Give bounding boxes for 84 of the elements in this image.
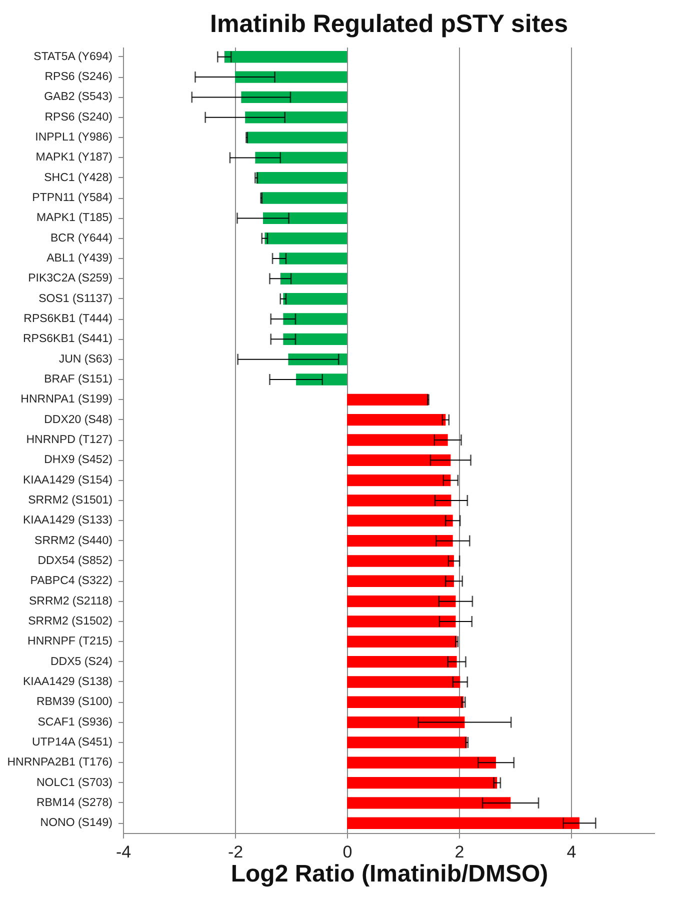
bar — [347, 696, 464, 708]
bar — [288, 353, 347, 366]
y-tick-label: MAPK1 (T185) — [36, 212, 113, 224]
bar — [347, 474, 451, 486]
x-tick-label: -2 — [228, 842, 244, 862]
y-tick-label: STAT5A (Y694) — [34, 50, 113, 63]
bar — [241, 91, 347, 104]
chart-title: Imatinib Regulated pSTY sites — [210, 10, 568, 38]
y-tick-label: SRRM2 (S1502) — [28, 615, 113, 628]
bar — [347, 736, 467, 748]
y-tick-label: JUN (S63) — [58, 353, 113, 366]
y-tick-label: SRRM2 (S1501) — [28, 494, 113, 506]
y-tick-label: NOLC1 (S703) — [36, 776, 113, 789]
bar — [347, 756, 496, 768]
bar — [296, 374, 347, 386]
y-tick-label: MAPK1 (Y187) — [36, 152, 113, 164]
y-tick-label: DDX5 (S24) — [50, 656, 113, 668]
y-tick-label: BCR (Y644) — [50, 232, 113, 244]
y-tick-label: BRAF (S151) — [44, 374, 113, 386]
bar — [347, 494, 452, 506]
bar — [279, 252, 347, 264]
y-tick-label: PIK3C2A (S259) — [28, 272, 113, 285]
y-tick-label: GAB2 (S543) — [44, 91, 113, 104]
bar — [264, 232, 347, 244]
bar — [263, 212, 347, 224]
bar — [347, 414, 446, 426]
y-tick-label: RBM14 (S278) — [36, 796, 113, 809]
bar — [347, 434, 448, 446]
y-tick-label: HNRNPA2B1 (T176) — [7, 756, 113, 769]
bar — [255, 152, 347, 164]
bar — [347, 797, 511, 809]
bar — [347, 514, 453, 527]
y-tick-label: ABL1 (Y439) — [46, 252, 113, 265]
y-tick-label: PABPC4 (S322) — [30, 575, 113, 588]
y-tick-label: HNRNPF (T215) — [28, 636, 113, 648]
y-tick-label: HNRNPA1 (S199) — [20, 394, 113, 406]
bar — [347, 595, 456, 608]
bar — [347, 817, 580, 829]
bar — [245, 112, 347, 124]
y-tick-label: KIAA1429 (S133) — [22, 514, 113, 527]
bar — [347, 534, 453, 547]
x-tick-label: 0 — [342, 842, 352, 862]
y-tick-label: DDX54 (S852) — [38, 554, 113, 567]
y-tick-label: INPPL1 (Y986) — [35, 132, 113, 144]
y-tick-label: DDX20 (S48) — [44, 414, 113, 426]
bar — [283, 293, 347, 305]
bar — [261, 192, 347, 204]
bar — [347, 575, 454, 587]
y-tick-label: RPS6 (S240) — [44, 111, 113, 124]
bar — [283, 333, 347, 346]
y-tick-label: SRRM2 (S440) — [34, 534, 113, 547]
x-axis-title: Log2 Ratio (Imatinib/DMSO) — [230, 860, 548, 888]
y-tick-label: KIAA1429 (S138) — [22, 676, 113, 688]
bar — [347, 555, 454, 567]
y-tick-label: PTPN11 (Y584) — [32, 192, 113, 204]
bar — [347, 716, 465, 728]
bar — [347, 454, 451, 466]
bar — [347, 776, 498, 789]
bar — [246, 132, 347, 144]
bar — [280, 272, 347, 285]
y-tick-label: SOS1 (S1137) — [38, 292, 113, 305]
y-tick-label: SHC1 (Y428) — [44, 172, 113, 184]
bar — [256, 172, 347, 184]
bar — [224, 51, 347, 63]
y-tick-label: KIAA1429 (S154) — [22, 474, 113, 486]
x-tick-label: 2 — [454, 842, 464, 862]
bar — [235, 71, 347, 83]
x-tick-label: -4 — [116, 842, 132, 862]
y-tick-label: RPS6KB1 (S441) — [23, 333, 113, 346]
bar — [347, 656, 457, 668]
bar — [347, 394, 428, 406]
y-tick-label: HNRNPD (T127) — [26, 434, 113, 446]
y-tick-label: UTP14A (S451) — [32, 736, 113, 748]
y-tick-label: DHX9 (S452) — [44, 454, 113, 466]
y-tick-label: RPS6KB1 (T444) — [24, 313, 113, 326]
y-tick-label: SRRM2 (S2118) — [28, 595, 113, 608]
y-tick-label: SCAF1 (S936) — [38, 716, 113, 728]
y-tick-label: RBM39 (S100) — [36, 696, 113, 708]
x-tick-label: 4 — [566, 842, 576, 862]
bar — [347, 676, 460, 688]
y-tick-label: NONO (S149) — [40, 817, 113, 830]
y-tick-label: RPS6 (S246) — [44, 71, 113, 84]
bar — [347, 616, 456, 628]
bar — [283, 313, 347, 325]
